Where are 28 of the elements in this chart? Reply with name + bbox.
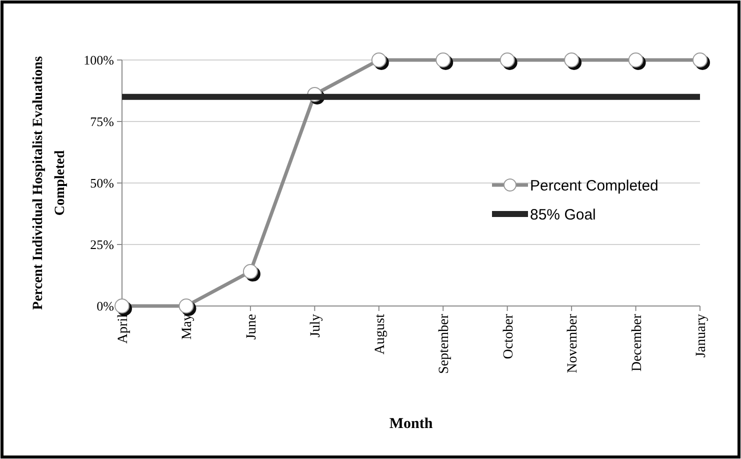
- point: [692, 52, 708, 68]
- point: [178, 298, 194, 314]
- y-tick-label: 75%: [90, 114, 114, 130]
- x-tick-label: September: [437, 314, 452, 374]
- x-axis-title: Month: [389, 416, 434, 432]
- y-tick-label: 0%: [96, 298, 114, 314]
- point: [628, 52, 644, 68]
- x-tick-label: November: [566, 314, 581, 374]
- x-tick-label: October: [501, 314, 516, 360]
- x-tick-label: May: [180, 314, 196, 340]
- legend-label: Percent Completed: [530, 177, 658, 194]
- y-axis-title: Percent Individual Hospitalist Evaluations Completed: [31, 56, 68, 310]
- point: [114, 298, 130, 314]
- point: [436, 52, 451, 68]
- point: [371, 52, 386, 68]
- point: [564, 52, 580, 68]
- x-tick-label: April: [116, 314, 131, 344]
- x-tick-label: July: [308, 314, 324, 338]
- point: [242, 264, 258, 280]
- y-tick-label: 25%: [90, 237, 114, 252]
- y-tick-label: 100%: [84, 52, 114, 68]
- x-tick-label: December: [630, 314, 645, 372]
- x-tick-label: August: [372, 314, 388, 354]
- x-tick-label: June: [244, 314, 260, 340]
- y-tick-label: 50%: [90, 176, 114, 191]
- point: [500, 52, 515, 68]
- legend-label: 85% Goal: [530, 206, 596, 224]
- x-tick-label: January: [694, 314, 709, 358]
